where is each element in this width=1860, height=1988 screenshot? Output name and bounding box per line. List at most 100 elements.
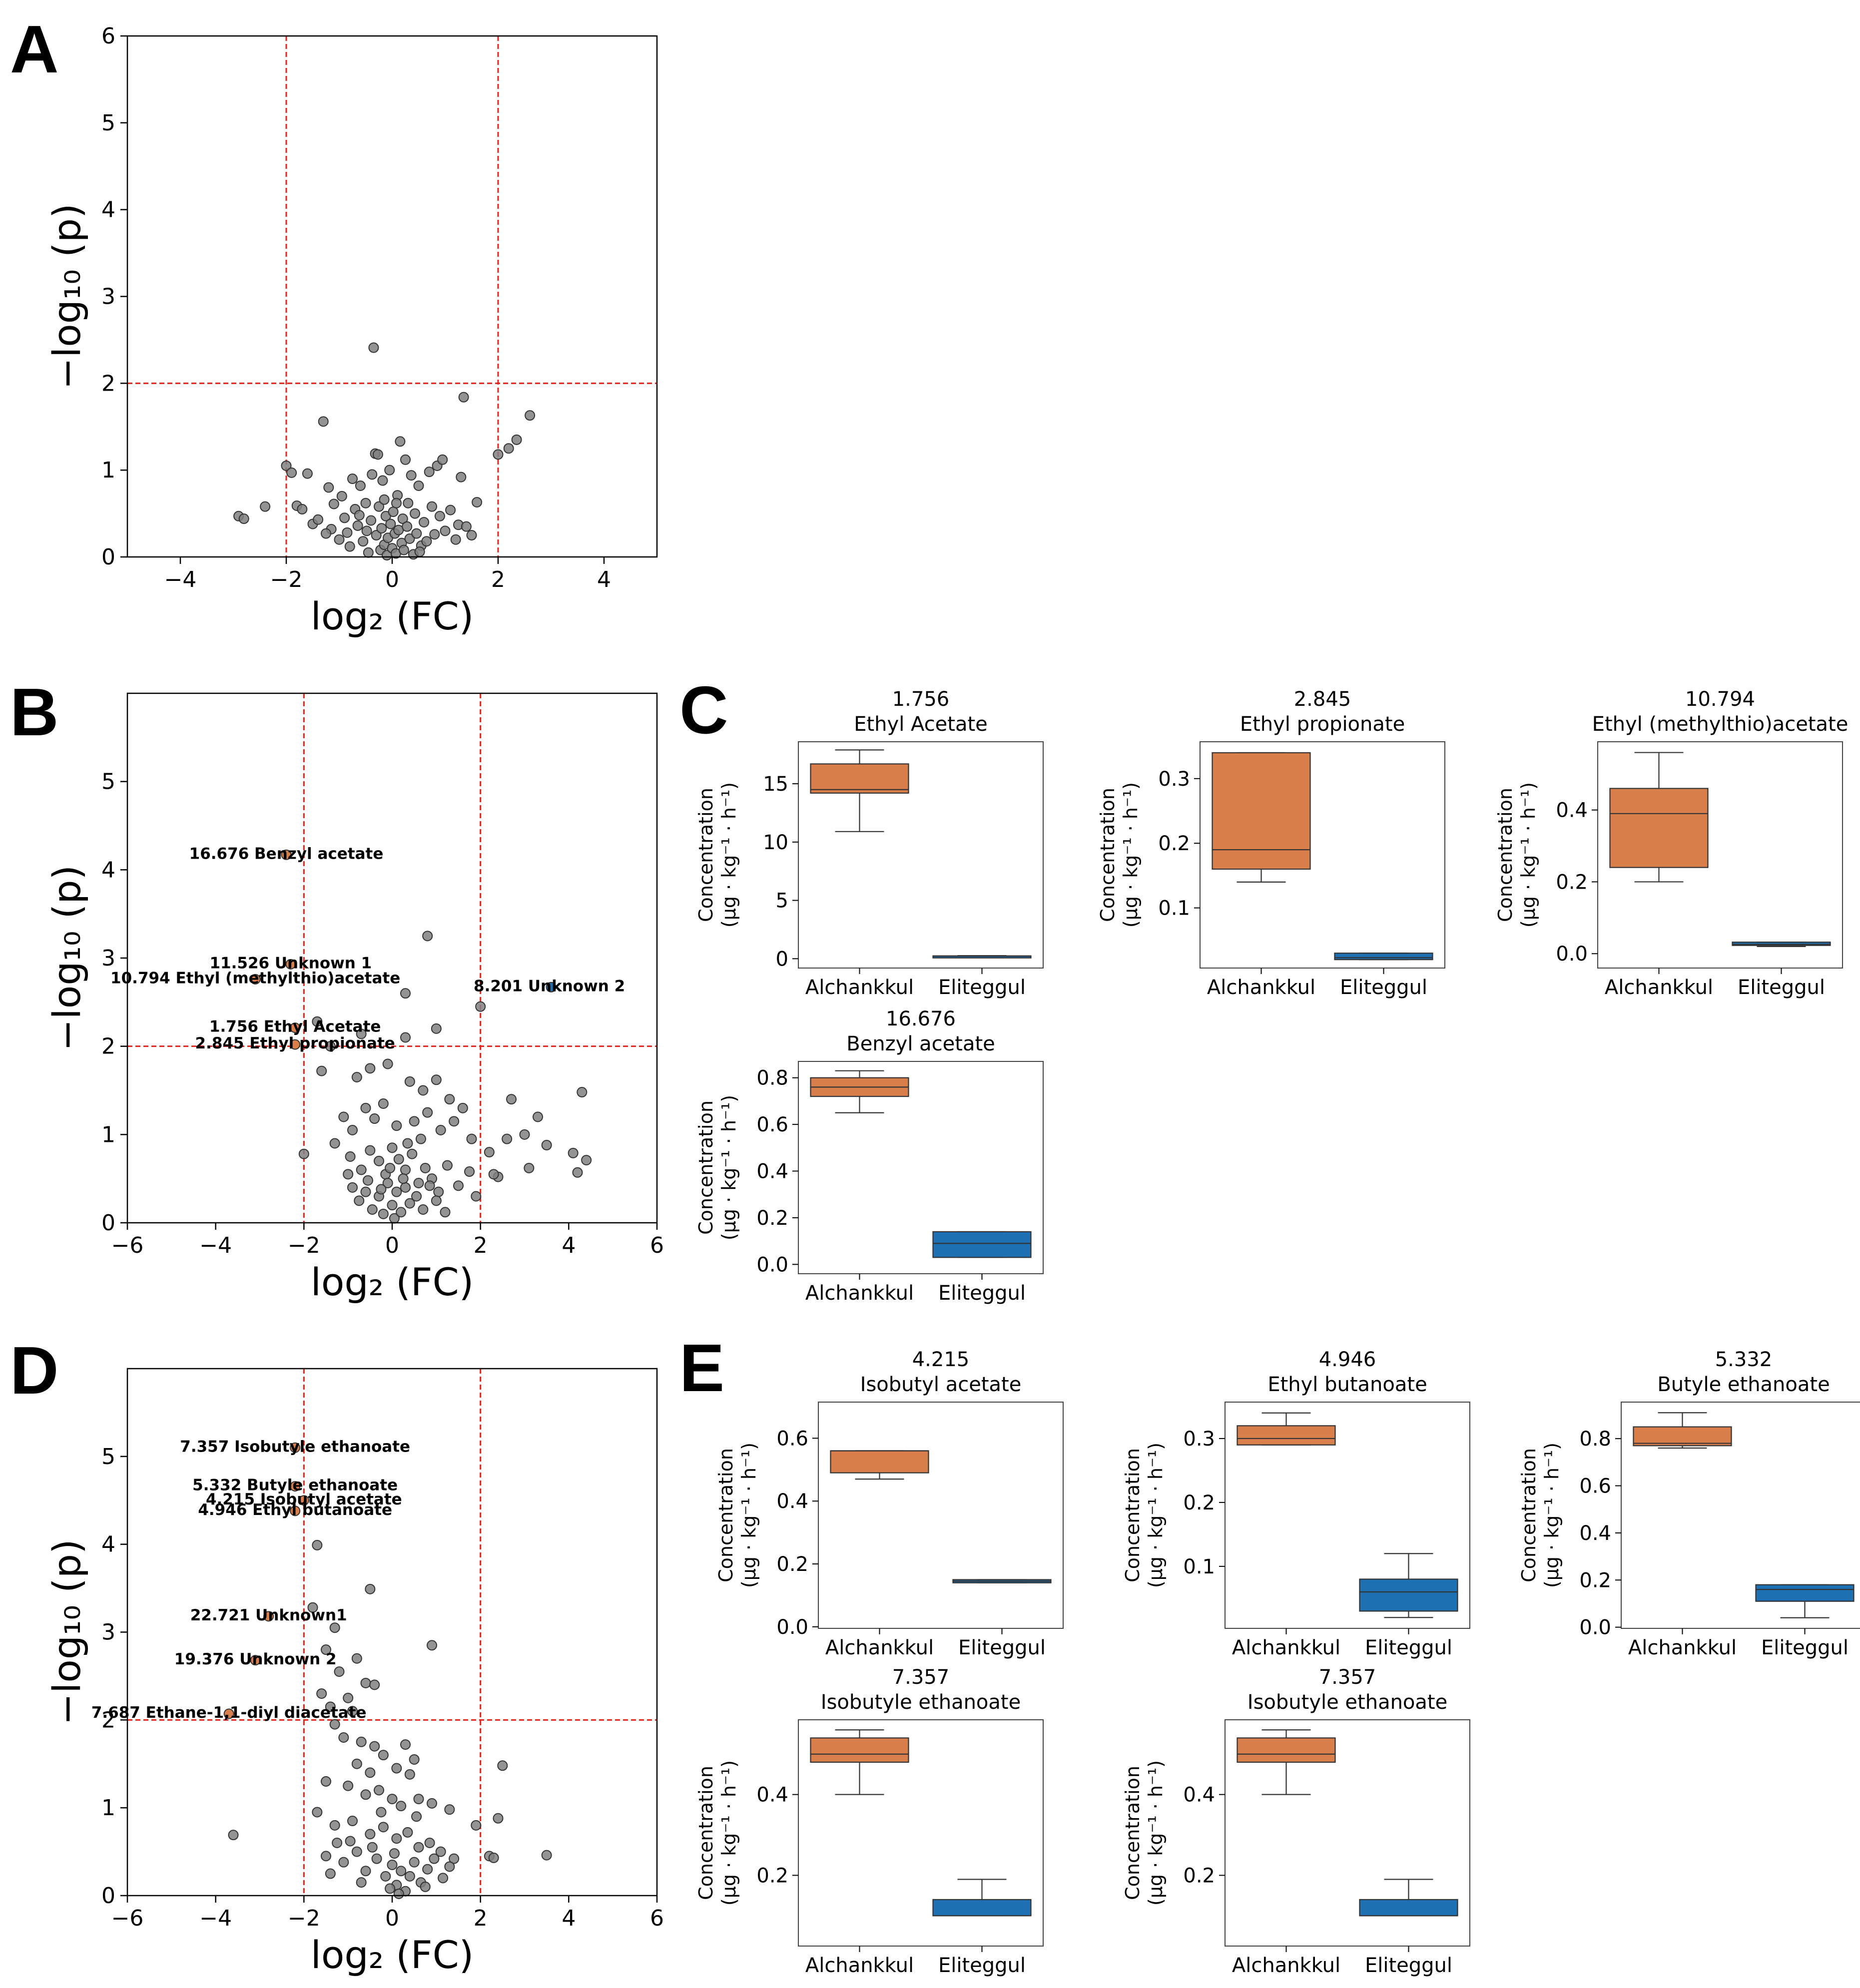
data-point xyxy=(524,1162,535,1173)
data-point xyxy=(345,1151,356,1162)
box-title-id: 1.756 xyxy=(892,688,950,711)
data-point xyxy=(339,512,350,523)
y-tick-label: 0.3 xyxy=(1158,768,1190,791)
category-label: Eliteggul xyxy=(938,1954,1026,1977)
highlighted-point xyxy=(290,1022,301,1033)
data-point xyxy=(365,1063,376,1074)
y-tick-label: 1 xyxy=(101,458,115,483)
data-point xyxy=(519,1129,530,1140)
y-tick-label: 0.2 xyxy=(756,1207,788,1230)
data-point xyxy=(356,1877,367,1888)
data-point xyxy=(343,1692,354,1703)
y-tick-label: 0.6 xyxy=(756,1113,788,1136)
y-tick-label: 4 xyxy=(101,197,115,223)
highlighted-point xyxy=(290,1481,301,1492)
plot-frame xyxy=(1621,1402,1860,1629)
data-point xyxy=(338,1111,349,1122)
y-tick-label: 0.2 xyxy=(1158,832,1190,855)
data-point xyxy=(421,536,432,547)
highlighted-point xyxy=(290,1442,301,1453)
x-tick-label: 0 xyxy=(385,1906,399,1931)
data-point xyxy=(568,1147,579,1158)
data-point xyxy=(435,1846,446,1857)
y-axis-unit: (μg · kg⁻¹ · h⁻¹) xyxy=(1541,1443,1563,1588)
x-tick-label: −2 xyxy=(270,567,303,592)
data-point xyxy=(444,1804,455,1815)
point-label: 7.687 Ethane-1,1-diyl diacetate xyxy=(91,1704,367,1722)
volcano-plot-b: 16.676 Benzyl acetate 11.526 Unknown 110.… xyxy=(44,692,664,1304)
data-point xyxy=(325,1041,336,1052)
box xyxy=(1609,788,1709,868)
category-label: Eliteggul xyxy=(1365,1954,1452,1977)
data-point xyxy=(410,508,421,519)
data-point xyxy=(312,1807,323,1818)
data-point xyxy=(400,988,411,999)
x-tick-label: 2 xyxy=(474,1233,488,1258)
box xyxy=(810,1737,909,1763)
y-tick-label: 0.4 xyxy=(756,1784,788,1807)
data-point xyxy=(444,1861,455,1872)
data-point xyxy=(318,416,329,427)
x-tick-label: 4 xyxy=(562,1233,576,1258)
y-axis-label: Concentration xyxy=(695,1100,717,1235)
y-tick-label: 1 xyxy=(101,1122,115,1147)
y-tick-label: 3 xyxy=(101,946,115,971)
category-label: Alchankkul xyxy=(805,1954,914,1977)
data-point xyxy=(360,1789,371,1800)
y-axis-label: Concentration xyxy=(1097,788,1119,922)
data-point xyxy=(238,513,249,524)
data-point xyxy=(497,1760,508,1771)
y-tick-label: 0.4 xyxy=(756,1160,788,1183)
data-point xyxy=(471,1820,482,1831)
box-plot-c4: 0.0 0.2 0.4 0.6 0.8 Alchankkul Eliteggul 16.676… xyxy=(695,1007,1044,1305)
data-point xyxy=(420,1162,431,1173)
y-axis-label: Concentration xyxy=(1122,1448,1144,1582)
data-point xyxy=(302,468,313,479)
box-title-id: 7.357 xyxy=(892,1666,950,1689)
data-point xyxy=(398,544,409,555)
data-point xyxy=(387,1142,398,1153)
point-label: 22.721 Unknown1 xyxy=(190,1606,347,1624)
data-point xyxy=(367,469,378,480)
category-label: Alchankkul xyxy=(1207,976,1315,999)
data-point xyxy=(365,1145,376,1156)
data-point xyxy=(511,434,522,445)
y-tick-label: 0.2 xyxy=(1183,1864,1215,1887)
data-point xyxy=(418,1085,429,1096)
box-title-id: 2.845 xyxy=(1294,688,1351,711)
data-point xyxy=(360,1102,371,1113)
data-point xyxy=(286,467,297,478)
data-point xyxy=(453,1180,464,1191)
data-point xyxy=(435,1125,446,1135)
data-point xyxy=(360,1677,371,1688)
data-point xyxy=(409,1754,420,1765)
highlighted-point xyxy=(223,1708,234,1719)
data-point xyxy=(336,491,347,501)
y-tick-label: 5 xyxy=(776,890,788,913)
data-point xyxy=(431,1074,442,1085)
data-point xyxy=(325,1701,336,1712)
volcano-plot-a: −4 −2 0 2 4 0 1 2 3 4 5 6 log₂ (FC) −log₁₀ (p) xyxy=(44,23,658,638)
x-tick-label: −2 xyxy=(288,1233,320,1258)
box-title-id: 10.794 xyxy=(1685,688,1755,711)
data-point xyxy=(400,1164,411,1175)
box-title-compound: Ethyl butanoate xyxy=(1267,1373,1427,1396)
y-tick-label: 0.4 xyxy=(1183,1784,1215,1807)
data-point xyxy=(356,1736,367,1747)
data-point xyxy=(369,1113,380,1124)
data-point xyxy=(316,1688,327,1699)
y-tick-label: 0.2 xyxy=(756,1864,788,1887)
data-point xyxy=(334,1666,345,1677)
data-point xyxy=(355,480,366,491)
data-point xyxy=(391,1120,402,1131)
y-tick-label: 0.4 xyxy=(1556,799,1588,822)
point-label: 10.794 Ethyl (methylthio)acetate xyxy=(110,969,400,987)
box-title-compound: Isobutyl acetate xyxy=(860,1373,1022,1396)
data-point xyxy=(389,1848,400,1859)
data-point xyxy=(404,533,415,544)
y-tick-label: 0 xyxy=(776,948,788,971)
data-point xyxy=(378,1822,389,1833)
x-tick-label: 2 xyxy=(491,567,505,592)
y-tick-label: 0 xyxy=(101,544,115,570)
